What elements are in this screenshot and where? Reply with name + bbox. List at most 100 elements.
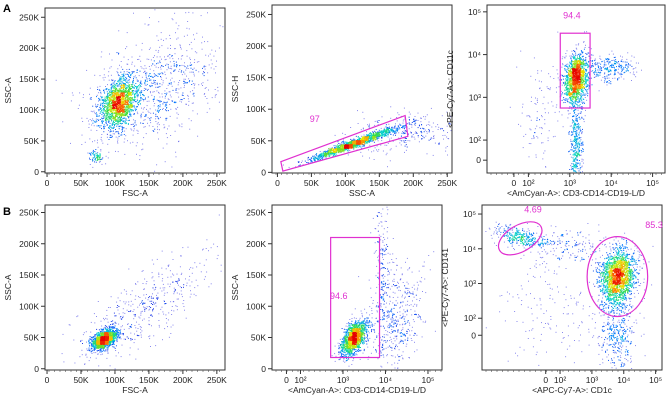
event-dot: [119, 119, 121, 121]
event-dot: [572, 53, 573, 55]
event-dot: [127, 108, 129, 110]
event-dot: [117, 96, 119, 98]
event-dot: [363, 137, 365, 139]
event-dot: [353, 148, 355, 150]
event-dot: [375, 135, 377, 137]
event-dot: [116, 111, 118, 113]
event-dot: [403, 119, 405, 121]
event-dot: [438, 143, 440, 145]
event-dot: [160, 76, 162, 78]
event-dot: [122, 128, 124, 130]
event-dot: [171, 166, 173, 168]
event-dot: [331, 152, 333, 153]
event-dot: [165, 38, 167, 40]
gate-polygon[interactable]: [280, 114, 409, 172]
event-dot: [148, 75, 150, 77]
event-dot: [562, 64, 564, 66]
event-dot: [603, 63, 605, 65]
event-dot: [123, 83, 125, 85]
event-dot: [382, 133, 384, 135]
event-dot: [107, 114, 109, 116]
event-dot: [146, 105, 148, 107]
event-dot: [156, 63, 157, 65]
event-dot: [210, 67, 212, 69]
event-dot: [103, 109, 105, 110]
event-dot: [575, 147, 577, 149]
event-dot: [314, 157, 316, 159]
event-dot: [149, 17, 150, 19]
event-dot: [313, 159, 315, 161]
event-dot: [153, 98, 155, 100]
event-dot: [585, 58, 587, 60]
event-dot: [116, 92, 118, 94]
event-dot: [387, 166, 388, 168]
event-dot: [116, 123, 118, 124]
event-dot: [204, 41, 205, 43]
event-dot: [113, 85, 115, 87]
event-dot: [376, 137, 377, 139]
event-dot: [180, 87, 182, 89]
event-dot: [109, 101, 110, 103]
event-dot: [193, 87, 195, 89]
event-dot: [428, 139, 430, 141]
event-dot: [613, 74, 615, 76]
event-dot: [121, 125, 123, 127]
event-dot: [373, 138, 374, 139]
event-dot: [561, 66, 563, 68]
event-dot: [114, 99, 116, 101]
event-dot: [386, 127, 388, 128]
event-dot: [96, 112, 97, 114]
x-axis-title: FSC-A: [122, 188, 148, 198]
event-dot: [142, 94, 144, 95]
event-dot: [177, 113, 179, 115]
event-dot: [403, 127, 405, 129]
event-dot: [600, 71, 602, 73]
event-dot: [203, 65, 205, 67]
event-dot: [529, 116, 531, 118]
event-dot: [128, 111, 130, 113]
event-dot: [178, 141, 179, 143]
event-dot: [419, 124, 420, 126]
event-dot: [111, 96, 113, 97]
event-dot: [140, 122, 142, 124]
event-dot: [569, 125, 571, 127]
y-tick-label: 150K: [19, 74, 39, 84]
event-dot: [70, 142, 71, 144]
event-dot: [162, 73, 164, 75]
event-dot: [123, 74, 124, 76]
event-dot: [311, 157, 313, 159]
event-dot: [576, 135, 578, 137]
event-dot: [153, 91, 155, 93]
event-dot: [111, 86, 113, 88]
event-dot: [118, 104, 120, 106]
event-dot: [341, 145, 343, 147]
event-dot: [169, 54, 171, 56]
event-dot: [571, 122, 573, 124]
event-dot: [106, 96, 108, 98]
event-dot: [577, 113, 579, 115]
event-dot: [570, 134, 572, 136]
event-dot: [111, 105, 113, 106]
event-dot: [120, 97, 122, 99]
event-dot: [583, 58, 584, 60]
event-dot: [108, 127, 109, 129]
y-tick-label: 50K: [24, 136, 39, 146]
event-dot: [99, 85, 101, 87]
event-dot: [120, 90, 122, 92]
event-dot: [363, 144, 365, 145]
event-dot: [548, 88, 550, 90]
event-dot: [582, 59, 584, 61]
event-dot: [623, 78, 625, 80]
event-dot: [160, 100, 162, 102]
event-dot: [175, 92, 177, 93]
event-dot: [201, 42, 203, 44]
event-dot: [154, 55, 155, 57]
event-dot: [321, 152, 323, 154]
event-dot: [153, 79, 155, 81]
event-dot: [183, 78, 185, 80]
event-dot: [147, 89, 148, 91]
event-dot: [100, 138, 102, 140]
event-dot: [120, 111, 122, 112]
event-dot: [371, 133, 372, 135]
event-dot: [181, 126, 183, 128]
